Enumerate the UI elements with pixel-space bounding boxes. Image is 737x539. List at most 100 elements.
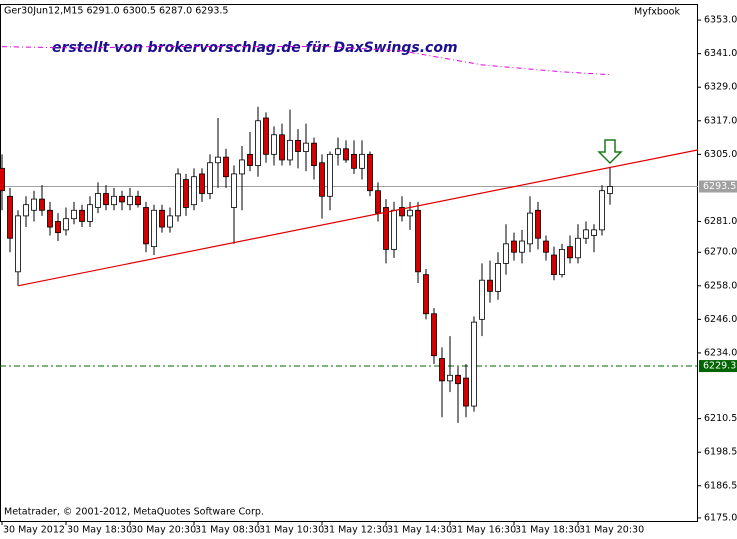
x-tick-label: 31 May 08:30 <box>195 525 260 536</box>
candle-body <box>431 313 437 357</box>
candle-body <box>391 209 397 250</box>
candle-body <box>103 193 109 206</box>
candle-body <box>551 254 557 276</box>
brand: Myfxbook <box>634 7 680 18</box>
candle-body <box>135 195 141 206</box>
candle-body <box>543 240 549 253</box>
candle-body <box>599 190 605 231</box>
candle-body <box>23 204 29 217</box>
y-tick-label: 6305.0 <box>704 149 737 160</box>
candle-body <box>39 198 45 211</box>
y-tick-label: 6198.5 <box>704 447 737 458</box>
y-tick-label: 6329.0 <box>704 82 737 93</box>
candle-body <box>0 167 5 192</box>
candle-body <box>71 209 77 220</box>
y-tick-label: 6258.0 <box>704 280 737 291</box>
candle-body <box>375 190 381 214</box>
candle-body <box>183 179 189 208</box>
candle-body <box>119 195 125 203</box>
candle-body <box>255 120 261 166</box>
candle-body <box>151 209 157 248</box>
candle-body <box>127 195 133 206</box>
candle-body <box>287 139 293 161</box>
candle-body <box>223 156 229 178</box>
candle-body <box>583 229 589 239</box>
candle-body <box>335 148 341 155</box>
candle-body <box>167 215 173 228</box>
x-tick-label: 30 May 18:30 <box>67 525 132 536</box>
candle-body <box>15 215 21 273</box>
candle-body <box>199 173 205 194</box>
candle-body <box>359 153 365 169</box>
candle-body <box>407 209 413 217</box>
candle-body <box>95 193 101 208</box>
y-tick-label: 6353.0 <box>704 15 737 26</box>
price-label: 6229.3 <box>703 361 736 372</box>
candle-body <box>159 209 165 228</box>
candle-body <box>327 153 333 197</box>
y-tick-label: 6341.0 <box>704 48 737 59</box>
candle-body <box>455 374 461 385</box>
candle-body <box>239 159 245 175</box>
candle-body <box>47 209 53 228</box>
plot-frame <box>0 4 698 522</box>
y-tick-label: 6246.0 <box>704 314 737 325</box>
candle-body <box>311 142 317 166</box>
candle-body <box>479 279 485 320</box>
candle-body <box>567 246 573 259</box>
y-tick-label: 6317.0 <box>704 115 737 126</box>
candle-body <box>79 209 85 222</box>
candle-body <box>303 142 309 152</box>
candle-body <box>343 148 349 161</box>
candle-body <box>111 195 117 206</box>
x-tick-label: 30 May 20:30 <box>131 525 196 536</box>
x-tick-label: 31 May 12:30 <box>323 525 388 536</box>
y-tick-label: 6186.5 <box>704 480 737 491</box>
price-label-box <box>699 360 737 373</box>
y-tick-label: 6234.0 <box>704 347 737 358</box>
candle-body <box>215 156 221 164</box>
candle-body <box>295 139 301 152</box>
candle-body <box>447 374 453 382</box>
arrow-marker <box>597 139 623 165</box>
candle-body <box>519 240 525 253</box>
candle-body <box>415 209 421 273</box>
price-label-box <box>699 180 737 193</box>
candle-body <box>463 377 469 407</box>
candle-body <box>143 207 149 245</box>
x-tick-label: 31 May 14:30 <box>387 525 452 536</box>
candle-body <box>7 195 13 239</box>
candle-body <box>495 263 501 292</box>
candle-body <box>607 186 613 194</box>
candle-body <box>63 218 69 231</box>
candle-body <box>535 209 541 239</box>
candle-body <box>55 221 61 234</box>
candle-body <box>399 207 405 217</box>
x-tick-label: 31 May 10:30 <box>259 525 324 536</box>
moving-average <box>1 45 611 76</box>
price-label: 6293.5 <box>703 181 736 192</box>
candle-body <box>367 153 373 192</box>
x-tick-label: 31 May 18:30 <box>515 525 580 536</box>
y-tick-label: 6175.0 <box>704 512 737 523</box>
candle-body <box>319 162 325 197</box>
candle-body <box>351 153 357 169</box>
candle-body <box>279 134 285 161</box>
candle-body <box>207 162 213 194</box>
candle-body <box>175 173 181 217</box>
x-tick-label: 31 May 20:30 <box>579 525 644 536</box>
x-tick-label: 30 May 2012 <box>3 525 65 536</box>
y-tick-label: 6270.0 <box>704 247 737 258</box>
x-tick-label: 31 May 16:30 <box>451 525 516 536</box>
candle-body <box>439 358 445 382</box>
chart-header: Ger30Jun12,M15 6291.0 6300.5 6287.0 6293… <box>4 6 228 17</box>
candle-body <box>31 198 37 211</box>
candle-body <box>87 204 93 222</box>
candle-body <box>263 117 269 155</box>
candle-body <box>271 134 277 155</box>
candle-body <box>471 321 477 407</box>
candle-body <box>527 212 533 245</box>
watermark: erstellt von brokervorschlag.de für DaxS… <box>52 40 458 56</box>
trendline <box>17 149 699 287</box>
